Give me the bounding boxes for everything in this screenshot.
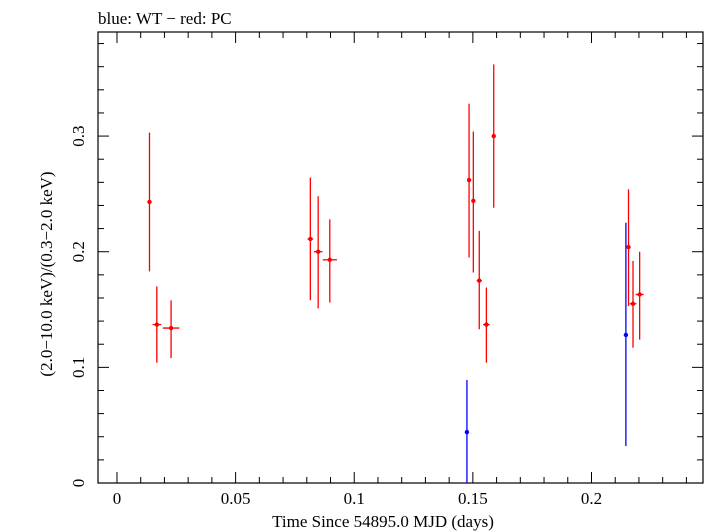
data-point: [471, 198, 476, 204]
y-tick-label: 0: [69, 479, 88, 488]
data-point: [626, 244, 631, 250]
chart-title: blue: WT − red: PC: [98, 9, 232, 28]
x-tick-label: 0.1: [344, 489, 365, 508]
data-points: [147, 64, 644, 483]
y-axis-label: (2.0−10.0 keV)/(0.3−2.0 keV): [37, 171, 56, 376]
data-point: [623, 332, 629, 338]
data-point: [315, 249, 321, 254]
axis-ticks: 0 0.05 0.1 0.15 0.2 0 0.1 0.2 0.3: [69, 32, 703, 508]
x-tick-label: 0.15: [458, 489, 488, 508]
plot-frame: [97, 31, 704, 484]
data-point: [637, 292, 642, 297]
data-point: [147, 199, 152, 205]
data-point: [168, 325, 174, 331]
series-wt: [464, 222, 629, 483]
data-point: [477, 278, 482, 283]
y-tick-label: 0.3: [69, 125, 88, 146]
x-axis-label: Time Since 54895.0 MJD (days): [272, 512, 494, 531]
data-point: [484, 322, 489, 327]
x-tick-label: 0.05: [221, 489, 251, 508]
data-point: [327, 257, 332, 263]
data-point: [466, 177, 472, 183]
data-point: [491, 133, 496, 139]
x-tick-label: 0.2: [581, 489, 602, 508]
y-tick-label: 0.2: [69, 241, 88, 262]
data-point: [464, 429, 470, 435]
x-tick-label: 0: [113, 489, 122, 508]
y-tick-label: 0.1: [69, 357, 88, 378]
data-point: [154, 322, 160, 327]
data-point: [308, 236, 313, 242]
data-point: [630, 301, 636, 306]
series-pc: [147, 64, 644, 363]
